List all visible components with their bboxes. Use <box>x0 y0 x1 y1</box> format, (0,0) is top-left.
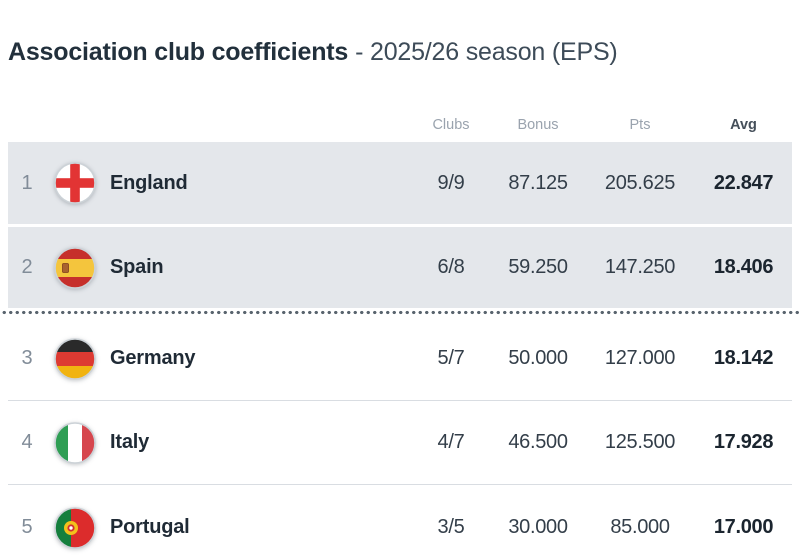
england-flag-icon <box>54 162 96 204</box>
table-header-row: Clubs Bonus Pts Avg <box>8 100 792 142</box>
rank-number: 1 <box>21 171 33 194</box>
table-row-portugal[interactable]: 5 Portugal 3/5 30.000 85.000 <box>8 485 792 555</box>
country-name: England <box>110 171 188 194</box>
clubs-value: 6/8 <box>437 256 465 278</box>
clubs-value: 4/7 <box>437 431 465 453</box>
column-header-clubs: Clubs <box>432 117 470 133</box>
country-name: Portugal <box>110 516 190 538</box>
page-title-main: Association club coefficients <box>8 38 349 66</box>
rank-number: 2 <box>21 256 33 278</box>
clubs-value: 5/7 <box>437 347 465 369</box>
qualification-cutoff-dotted-separator <box>0 308 800 317</box>
pts-value: 85.000 <box>610 516 670 538</box>
column-header-avg: Avg <box>730 117 757 133</box>
header-spacer-flag <box>54 91 96 133</box>
rank-number: 4 <box>21 431 33 453</box>
country-name: Spain <box>110 256 164 278</box>
rank-number: 5 <box>21 516 33 538</box>
pts-value: 147.250 <box>604 256 676 278</box>
bonus-value: 59.250 <box>508 256 568 278</box>
table-row-germany[interactable]: 3 Germany 5/7 50.000 127.000 18.142 <box>8 317 792 401</box>
pts-value: 125.500 <box>604 431 676 453</box>
clubs-value: 9/9 <box>437 171 465 194</box>
pts-value: 127.000 <box>604 347 676 369</box>
country-name: Germany <box>110 347 196 369</box>
table-row-italy[interactable]: 4 Italy 4/7 46.500 125.500 17.928 <box>8 401 792 485</box>
pts-value: 205.625 <box>604 171 676 194</box>
portugal-flag-icon <box>54 506 96 549</box>
bonus-value: 87.125 <box>508 171 568 194</box>
spain-flag-icon <box>54 246 96 289</box>
clubs-value: 3/5 <box>437 516 465 538</box>
page-title: Association club coefficients - 2025/26 s… <box>8 38 618 67</box>
avg-value: 22.847 <box>713 171 774 194</box>
bonus-value: 30.000 <box>508 516 568 538</box>
bonus-value: 46.500 <box>508 431 568 453</box>
table-row-spain[interactable]: 2 Spain 6/8 59.250 147.250 18.406 <box>8 227 792 308</box>
germany-flag-icon <box>54 337 96 380</box>
page-title-season: - 2025/26 season (EPS) <box>355 38 618 66</box>
avg-value: 17.000 <box>713 516 774 538</box>
avg-value: 18.406 <box>713 256 774 278</box>
column-header-bonus: Bonus <box>517 117 559 133</box>
bonus-value: 50.000 <box>508 347 568 369</box>
country-name: Italy <box>110 431 150 453</box>
coefficients-table: Clubs Bonus Pts Avg 1 England 9/9 <box>0 100 800 555</box>
avg-value: 18.142 <box>713 347 774 369</box>
table-row-england[interactable]: 1 England 9/9 87.125 205.625 22.847 <box>8 142 792 227</box>
rank-number: 3 <box>21 347 33 369</box>
italy-flag-icon <box>54 421 96 464</box>
avg-value: 17.928 <box>713 431 774 453</box>
column-header-pts: Pts <box>629 117 651 133</box>
